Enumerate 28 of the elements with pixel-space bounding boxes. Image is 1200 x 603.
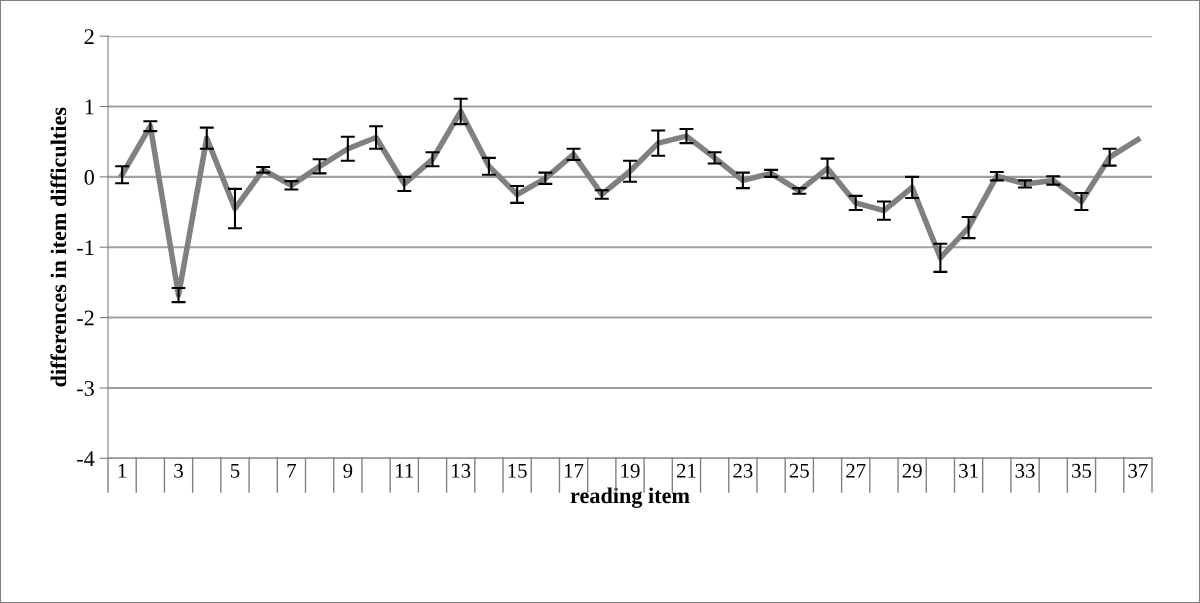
x-tick-label: 29: [902, 463, 922, 478]
x-tick-label: 37: [1128, 463, 1148, 478]
y-tick-label: -4: [77, 451, 95, 466]
x-tick-label: 33: [1015, 463, 1035, 478]
x-tick-label: 21: [676, 463, 696, 478]
x-tick-label: 3: [174, 463, 183, 478]
y-tick-label: -2: [77, 310, 94, 326]
x-tick-label: 9: [343, 463, 353, 478]
x-tick-label: 13: [452, 463, 471, 478]
x-tick-label: 31: [959, 463, 978, 478]
x-tick-label: 23: [733, 463, 753, 478]
y-axis-title: differences in item difficulties: [50, 107, 67, 387]
y-tick-label: -3: [77, 380, 94, 396]
x-tick-label: 7: [287, 463, 297, 478]
x-tick-label: 19: [621, 463, 640, 478]
x-tick-label: 1: [118, 463, 127, 478]
y-tick-label: 0: [84, 169, 94, 185]
x-tick-label: 25: [789, 463, 809, 478]
x-tick-label: 17: [564, 463, 584, 478]
x-tick-label: 15: [508, 463, 527, 478]
x-tick-label: 35: [1072, 463, 1092, 478]
x-tick-label: 5: [230, 463, 240, 478]
x-tick-label: 27: [846, 463, 866, 478]
x-tick-label: 11: [396, 463, 414, 478]
y-tick-label: -1: [77, 240, 94, 255]
y-tick-label: 2: [84, 29, 94, 44]
y-tick-label: 1: [85, 99, 94, 115]
x-axis-title: reading item: [570, 487, 690, 508]
